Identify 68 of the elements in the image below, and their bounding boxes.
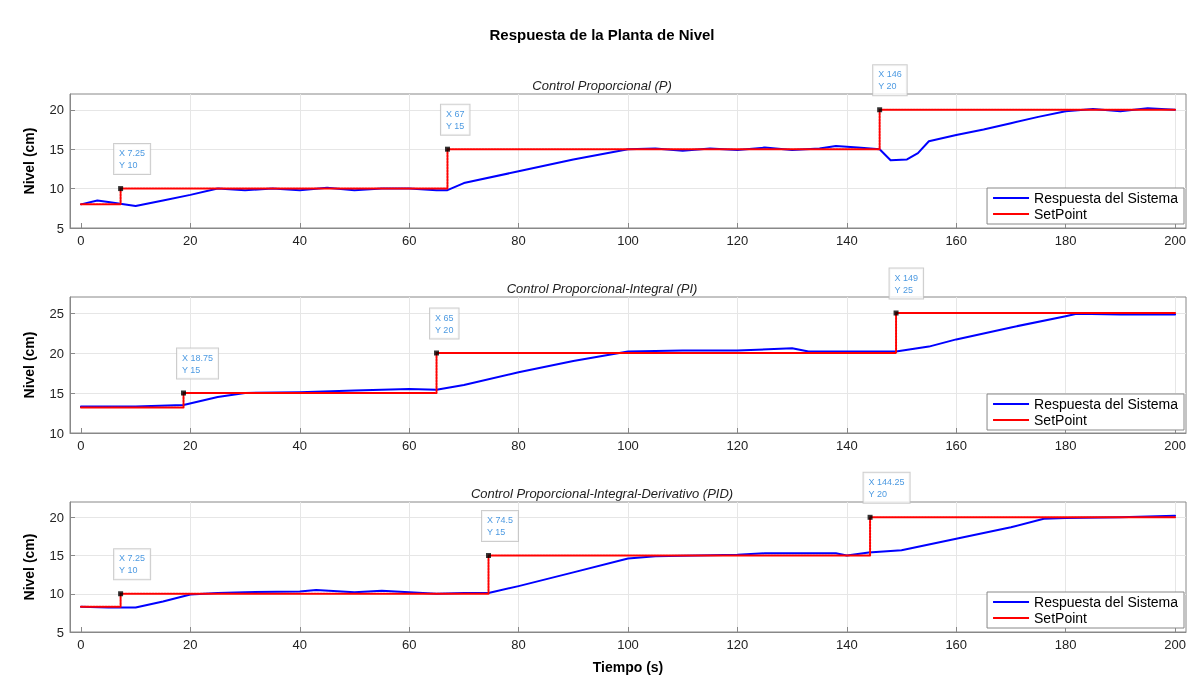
- x-tick-label: 140: [835, 233, 858, 248]
- legend-label: SetPoint: [1034, 610, 1088, 626]
- x-tick-label: 40: [292, 438, 307, 453]
- y-tick-label: 20: [49, 345, 64, 361]
- y-axis-title: Nivel (cm): [21, 331, 37, 399]
- annotation: X 146 Y 20: [878, 69, 902, 92]
- x-tick-label: 80: [511, 637, 526, 652]
- legend-label: Respuesta del Sistema: [1034, 396, 1179, 412]
- chart-subtitle: Control Proporcional (P): [532, 78, 672, 93]
- y-tick-label: 25: [49, 305, 64, 321]
- x-tick-label: 180: [1054, 637, 1077, 652]
- legend-label: Respuesta del Sistema: [1034, 190, 1179, 206]
- x-tick-label: 0: [77, 233, 85, 248]
- y-tick-label: 15: [49, 385, 64, 401]
- x-tick-label: 40: [292, 637, 307, 652]
- y-tick-label: 15: [49, 548, 64, 564]
- x-tick-label: 100: [617, 438, 639, 453]
- x-tick-label: 100: [617, 637, 639, 652]
- legend-label: Respuesta del Sistema: [1034, 594, 1179, 610]
- annotation: X 149 Y 25: [894, 272, 919, 295]
- chart-title: Respuesta de la Planta de Nivel: [489, 26, 715, 43]
- legend-label: SetPoint: [1034, 412, 1088, 428]
- x-tick-label: 180: [1054, 233, 1077, 248]
- y-tick-label: 10: [49, 586, 64, 602]
- chart-title: Control Proporcional-Integral-Derivativo (PID): [470, 486, 734, 501]
- annotation: X 67 Y 15: [445, 108, 465, 131]
- x-tick-label: 120: [726, 233, 749, 248]
- y-tick-label: 20: [49, 509, 64, 525]
- annotation: X 7.25 Y 10: [119, 553, 146, 576]
- x-tick-label: 20: [183, 233, 198, 248]
- annotation: X 144.25 Y 20: [868, 476, 905, 499]
- x-tick-label: 80: [511, 438, 526, 453]
- y-tick-label: 20: [49, 102, 64, 118]
- x-tick-label: 180: [1054, 438, 1077, 453]
- x-tick-label: 140: [835, 637, 858, 652]
- x-tick-label: 60: [401, 438, 417, 453]
- x-tick-label: 200: [1164, 233, 1186, 248]
- y-tick-label: 5: [56, 220, 64, 236]
- y-tick-label: 10: [49, 181, 64, 197]
- x-axis-title: Tiempo (s): [592, 659, 664, 675]
- y-axis-title: Nivel (cm): [21, 127, 37, 195]
- x-tick-label: 160: [945, 637, 968, 652]
- x-tick-label: 160: [945, 233, 968, 248]
- x-tick-label: 80: [511, 233, 526, 248]
- x-tick-label: 20: [183, 438, 198, 453]
- x-tick-label: 60: [401, 233, 417, 248]
- x-tick-label: 160: [945, 438, 968, 453]
- x-tick-label: 120: [726, 438, 749, 453]
- x-tick-label: 120: [726, 637, 749, 652]
- x-tick-label: 200: [1164, 438, 1186, 453]
- annotation: X 74.5 Y 15: [487, 515, 514, 538]
- x-tick-label: 20: [183, 637, 198, 652]
- x-tick-label: 200: [1164, 637, 1186, 652]
- x-tick-label: 0: [77, 637, 85, 652]
- x-tick-label: 40: [292, 233, 307, 248]
- annotation: X 7.25 Y 10: [119, 148, 146, 171]
- y-axis-title: Nivel (cm): [21, 533, 37, 601]
- x-tick-label: 0: [77, 438, 85, 453]
- y-tick-label: 5: [56, 624, 64, 640]
- x-tick-label: 140: [835, 438, 858, 453]
- annotation: X 18.75 Y 15: [182, 352, 214, 375]
- annotation: X 65 Y 20: [435, 312, 454, 335]
- x-tick-label: 60: [401, 637, 417, 652]
- x-tick-label: 100: [617, 233, 639, 248]
- legend-label: SetPoint: [1034, 206, 1088, 222]
- y-tick-label: 15: [49, 141, 64, 157]
- y-tick-label: 10: [49, 425, 64, 441]
- chart-title: Control Proporcional-Integral (PI): [506, 281, 698, 296]
